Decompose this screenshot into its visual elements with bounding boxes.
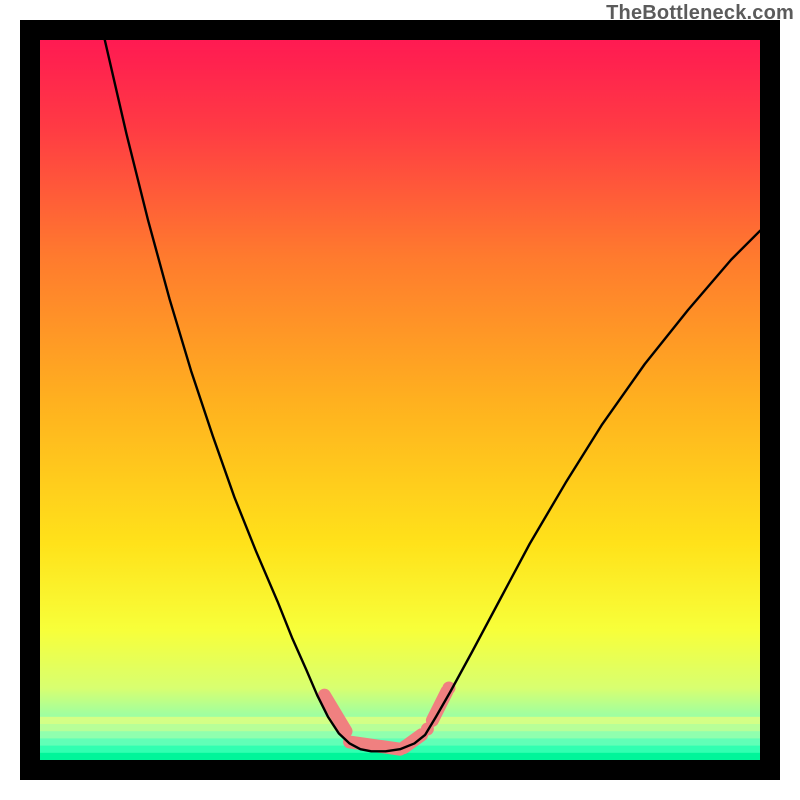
watermark-text: TheBottleneck.com: [606, 2, 794, 25]
plot-background-gradient: [40, 40, 760, 760]
frame-band-bottom: [20, 760, 780, 780]
bottom-white-margin: [0, 780, 800, 800]
right-white-margin: [780, 0, 800, 800]
chart-root: TheBottleneck.com: [0, 0, 800, 800]
frame-band-left: [20, 20, 40, 780]
frame-band-right: [760, 20, 780, 780]
chart-svg: [0, 0, 800, 800]
left-white-margin: [0, 0, 20, 800]
